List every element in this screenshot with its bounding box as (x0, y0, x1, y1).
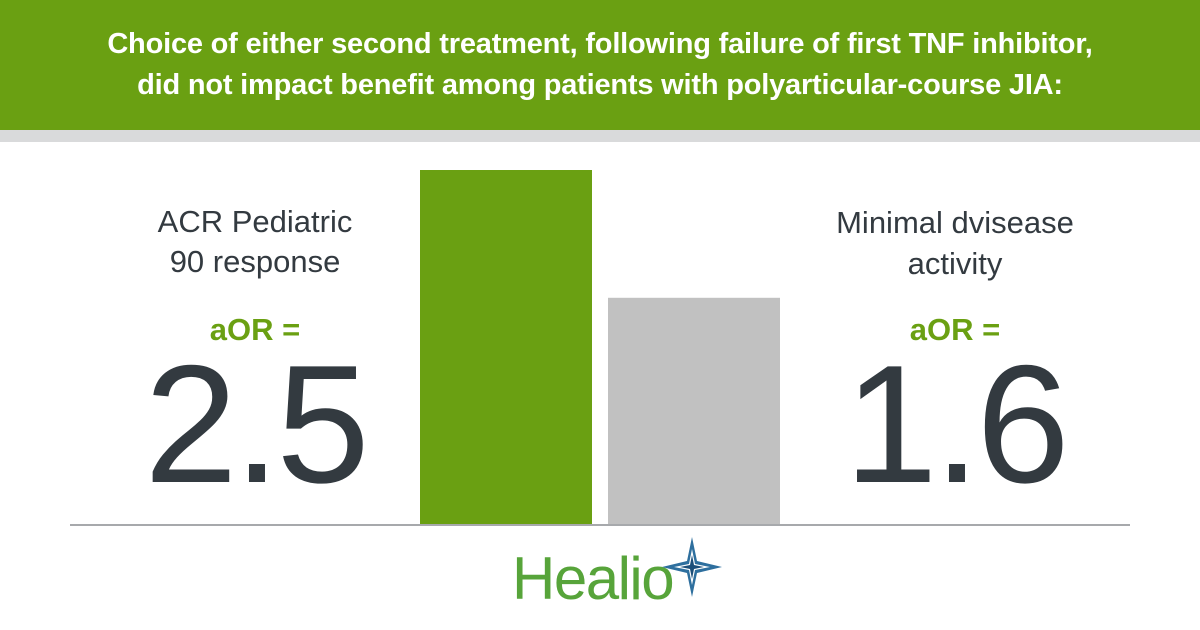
right-stat-metric: aOR = (909, 312, 1001, 347)
header-divider (0, 130, 1200, 142)
left-stat-value: 2.5 (144, 330, 370, 518)
bar-2 (608, 297, 780, 525)
left-stat-metric: aOR = (209, 312, 301, 347)
right-stat-value: 1.6 (844, 330, 1070, 518)
logo-text: Healio (512, 545, 675, 612)
healio-logo: Healio (500, 535, 730, 615)
page-title: Choice of either second treatment, follo… (107, 28, 1093, 101)
bar-1 (420, 170, 592, 525)
header-banner: Choice of either second treatment, follo… (0, 0, 1200, 130)
right-stat: Minimal dvisease activity aOR = 1.6 (785, 202, 1125, 518)
right-stat-label: Minimal dvisease activity (836, 205, 1074, 281)
star-mark-icon (662, 537, 722, 597)
bar-group (420, 170, 780, 525)
left-stat-label: ACR Pediatric 90 response (157, 204, 353, 279)
left-stat: ACR Pediatric 90 response aOR = 2.5 (85, 202, 425, 518)
